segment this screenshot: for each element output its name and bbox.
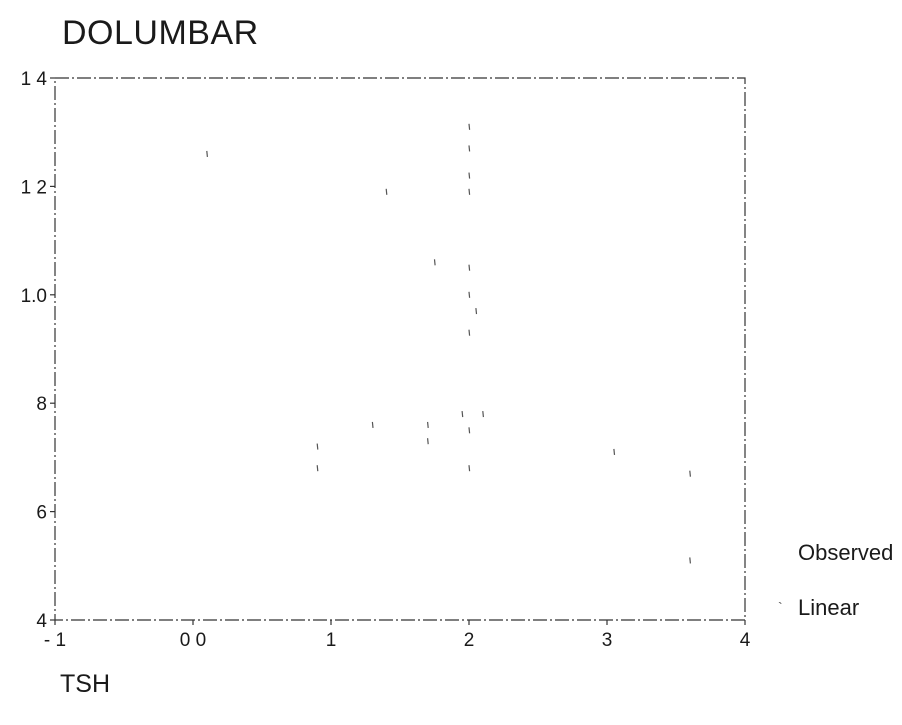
plot-frame	[54, 77, 746, 621]
observed-point	[385, 188, 388, 195]
observed-point	[468, 427, 471, 434]
observed-point	[475, 308, 478, 315]
observed-point	[427, 438, 429, 445]
observed-point	[468, 264, 471, 271]
observed-point	[468, 291, 471, 298]
observed-point	[468, 329, 471, 336]
observed-point	[316, 465, 319, 472]
observed-point	[461, 410, 464, 418]
observed-point	[433, 259, 436, 266]
data-points	[206, 123, 691, 564]
y-tick-label: 1 2	[21, 177, 47, 198]
x-tick-label: 4	[740, 630, 751, 651]
observed-point	[689, 470, 691, 477]
legend-item-linear: ` Linear	[778, 595, 860, 621]
x-tick-label: 1	[326, 630, 337, 651]
observed-point	[468, 188, 471, 195]
observed-point	[427, 421, 429, 428]
x-tick-label: 3	[602, 630, 613, 651]
y-tick-label: 1.0	[21, 286, 47, 307]
x-tick-label: - 1	[44, 630, 66, 651]
x-axis: - 1 0 0 1 2 3 4	[44, 620, 751, 651]
y-tick-label: 8	[36, 394, 47, 415]
y-tick-label: 6	[36, 503, 47, 524]
x-tick-label: 0 0	[180, 630, 206, 651]
legend-label-linear: Linear	[798, 595, 860, 620]
legend-label-observed: Observed	[798, 540, 894, 565]
plot-border	[54, 77, 746, 621]
observed-point	[468, 172, 471, 179]
y-tick-label: 1 4	[21, 69, 48, 90]
observed-point	[482, 410, 484, 418]
x-tick-label: 2	[464, 630, 475, 651]
observed-point	[689, 557, 691, 564]
chart-title: DOLUMBAR	[62, 14, 259, 52]
observed-point	[371, 421, 374, 428]
y-tick-label: 4	[36, 611, 47, 632]
observed-point	[206, 150, 208, 157]
observed-point	[316, 443, 319, 450]
observed-point	[468, 145, 471, 152]
observed-point	[613, 448, 616, 456]
y-axis: 4 6 8 1.0 1 2 1 4	[21, 69, 55, 632]
legend-swatch-linear: `	[778, 599, 783, 615]
x-axis-title: TSH	[60, 670, 110, 698]
observed-point	[468, 465, 471, 472]
legend-item-observed: Observed	[798, 540, 893, 566]
observed-point	[468, 123, 471, 130]
